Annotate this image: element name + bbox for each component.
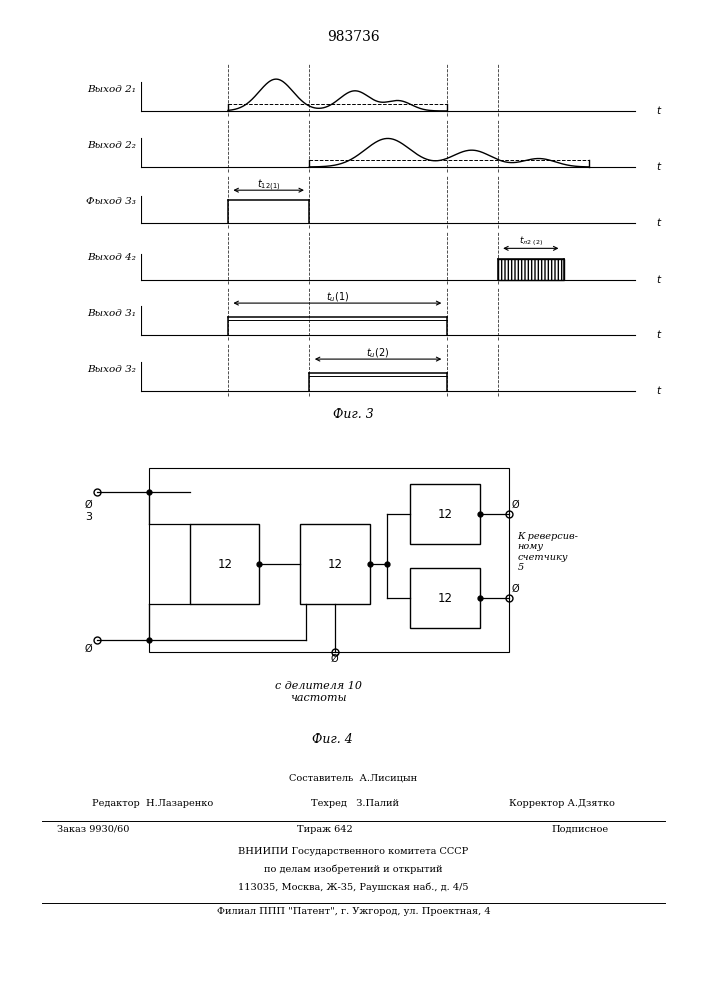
Text: Корректор А.Дзятко: Корректор А.Дзятко	[509, 799, 615, 808]
Text: по делам изобретений и открытий: по делам изобретений и открытий	[264, 865, 443, 874]
Text: 983736: 983736	[327, 30, 380, 44]
Text: Филиал ППП "Патент", г. Ужгород, ул. Проектная, 4: Филиал ППП "Патент", г. Ужгород, ул. Про…	[216, 907, 491, 916]
Text: Ø: Ø	[331, 654, 339, 664]
Text: t: t	[657, 275, 660, 285]
Text: t: t	[657, 162, 660, 172]
Text: Ø: Ø	[85, 500, 92, 510]
Bar	[149, 468, 509, 652]
Text: 12: 12	[217, 558, 232, 570]
Text: Выход 3₂: Выход 3₂	[88, 365, 136, 374]
Text: Ø: Ø	[512, 584, 519, 594]
Text: Выход 2₂: Выход 2₂	[88, 141, 136, 150]
Text: t: t	[657, 330, 660, 340]
Text: Выход 3₁: Выход 3₁	[88, 310, 136, 318]
Text: 12: 12	[327, 558, 342, 570]
Text: Выход 4₂: Выход 4₂	[88, 253, 136, 262]
Text: Техред   З.Палий: Техред З.Палий	[311, 799, 399, 808]
Text: Фыход 3₃: Фыход 3₃	[86, 198, 136, 207]
Text: Подписное: Подписное	[551, 825, 608, 834]
Text: Ø: Ø	[512, 500, 519, 510]
Text: $t_u(1)$: $t_u(1)$	[326, 291, 349, 304]
Text: $t_u(2)$: $t_u(2)$	[366, 347, 390, 360]
Bar	[410, 484, 480, 544]
Text: t: t	[657, 218, 660, 228]
Bar	[190, 524, 259, 604]
Text: Редактор  Н.Лазаренко: Редактор Н.Лазаренко	[92, 799, 213, 808]
Text: ВНИИПИ Государственного комитета СССР: ВНИИПИ Государственного комитета СССР	[238, 847, 469, 856]
Text: 113035, Москва, Ж-35, Раушская наб., д. 4/5: 113035, Москва, Ж-35, Раушская наб., д. …	[238, 883, 469, 893]
Text: с делителя 10
частоты: с делителя 10 частоты	[274, 681, 362, 703]
Text: 3: 3	[85, 512, 92, 522]
Text: $t_{12(1)}$: $t_{12(1)}$	[257, 177, 281, 193]
Text: К реверсив-
ному
счетчику
5: К реверсив- ному счетчику 5	[518, 532, 578, 572]
Text: t: t	[657, 106, 660, 116]
Text: Фиг. 4: Фиг. 4	[312, 733, 353, 746]
Text: Выход 2₁: Выход 2₁	[88, 86, 136, 95]
Text: 12: 12	[438, 592, 452, 604]
Text: Составитель  А.Лисицын: Составитель А.Лисицын	[289, 773, 418, 782]
Bar	[300, 524, 370, 604]
Text: $t_{л2\ (2)}$: $t_{л2\ (2)}$	[519, 235, 543, 248]
Bar	[410, 568, 480, 628]
Bar	[498, 259, 564, 280]
Text: Фиг. 3: Фиг. 3	[333, 408, 374, 421]
Text: Заказ 9930/60: Заказ 9930/60	[57, 825, 129, 834]
Text: 12: 12	[438, 508, 452, 521]
Text: Ø: Ø	[85, 644, 92, 654]
Text: t: t	[657, 386, 660, 396]
Text: Тираж 642: Тираж 642	[298, 825, 353, 834]
